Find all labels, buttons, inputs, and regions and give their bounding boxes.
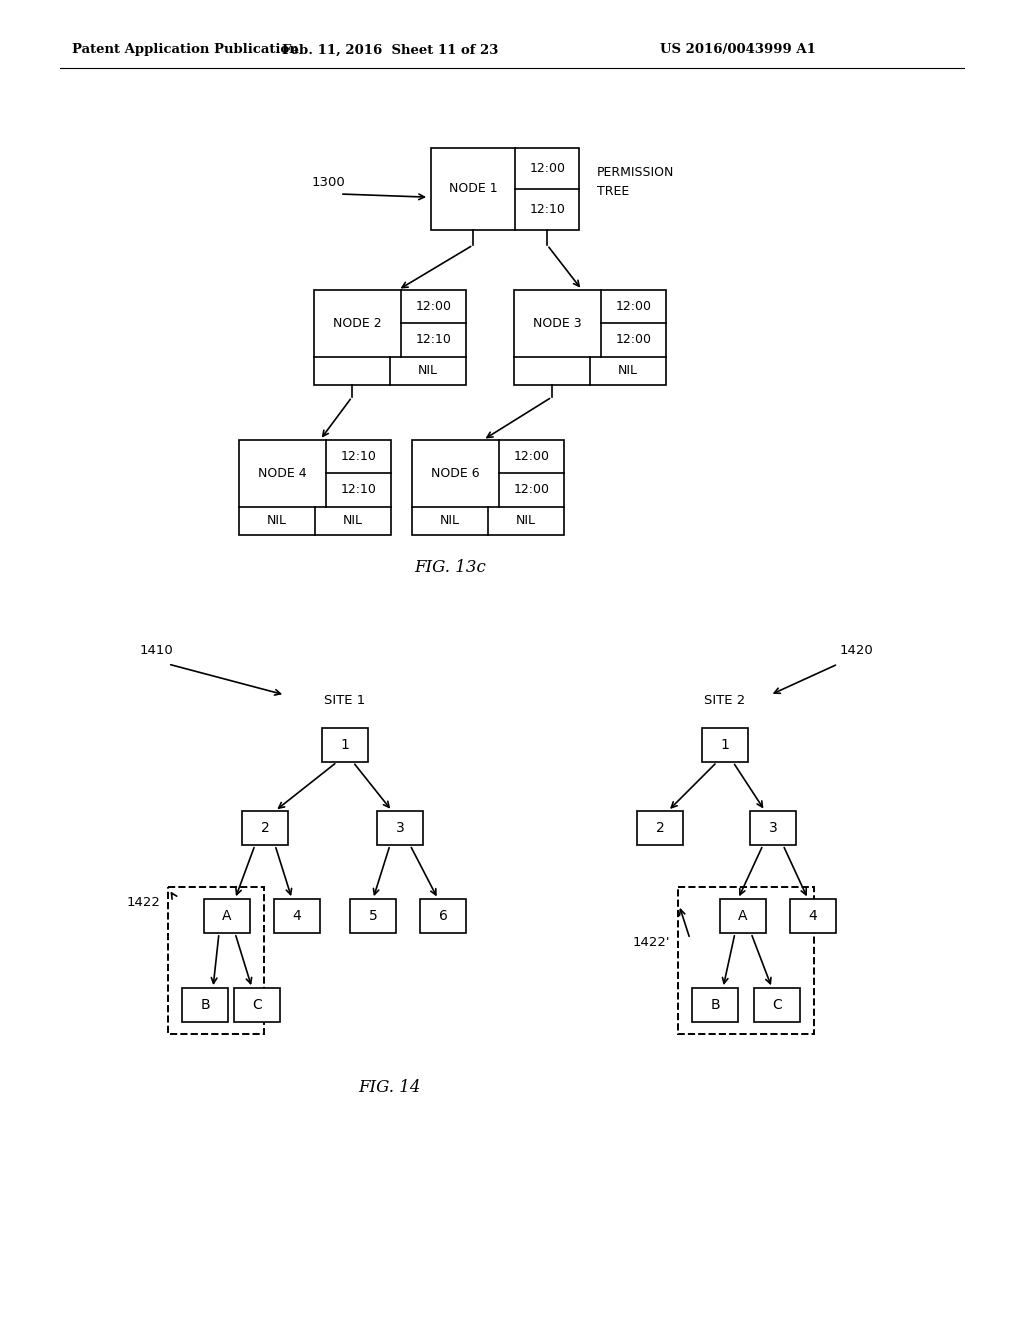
- Text: 3: 3: [395, 821, 404, 836]
- Text: A: A: [222, 909, 231, 923]
- Text: 4: 4: [809, 909, 817, 923]
- Text: 12:10: 12:10: [529, 203, 565, 216]
- Bar: [204, 899, 250, 933]
- Text: NIL: NIL: [440, 515, 460, 527]
- Bar: [790, 899, 836, 933]
- Text: 1: 1: [341, 738, 349, 752]
- Bar: [412, 440, 564, 535]
- Text: Feb. 11, 2016  Sheet 11 of 23: Feb. 11, 2016 Sheet 11 of 23: [282, 44, 499, 57]
- Text: Patent Application Publication: Patent Application Publication: [72, 44, 299, 57]
- Text: NIL: NIL: [343, 515, 362, 527]
- Bar: [692, 987, 738, 1022]
- Text: C: C: [252, 998, 262, 1012]
- Text: 12:00: 12:00: [513, 483, 549, 496]
- Bar: [234, 987, 280, 1022]
- Text: SITE 1: SITE 1: [325, 693, 366, 706]
- Text: NIL: NIL: [267, 515, 287, 527]
- Text: 1410: 1410: [140, 644, 174, 656]
- Bar: [431, 148, 579, 230]
- Text: 2: 2: [261, 821, 269, 836]
- Bar: [314, 290, 466, 385]
- Text: 2: 2: [655, 821, 665, 836]
- Text: FIG. 13c: FIG. 13c: [414, 560, 485, 577]
- Bar: [678, 887, 814, 1034]
- Text: 12:10: 12:10: [416, 334, 452, 346]
- Text: FIG. 14: FIG. 14: [358, 1078, 421, 1096]
- Text: A: A: [738, 909, 748, 923]
- Bar: [720, 899, 766, 933]
- Text: PERMISSION
TREE: PERMISSION TREE: [597, 166, 675, 198]
- Bar: [350, 899, 396, 933]
- Bar: [322, 729, 368, 762]
- Text: 12:10: 12:10: [340, 450, 376, 463]
- Text: 4: 4: [293, 909, 301, 923]
- Bar: [182, 987, 228, 1022]
- Bar: [242, 810, 288, 845]
- Text: 1422': 1422': [633, 936, 670, 949]
- Text: 5: 5: [369, 909, 378, 923]
- Bar: [637, 810, 683, 845]
- Text: NODE 2: NODE 2: [333, 317, 382, 330]
- Text: NIL: NIL: [516, 515, 536, 527]
- Bar: [750, 810, 796, 845]
- Text: 12:10: 12:10: [340, 483, 376, 496]
- Text: NODE 3: NODE 3: [534, 317, 582, 330]
- Text: SITE 2: SITE 2: [705, 693, 745, 706]
- Text: 1422: 1422: [126, 895, 160, 908]
- Text: NODE 4: NODE 4: [258, 467, 306, 479]
- Text: 12:00: 12:00: [529, 162, 565, 176]
- Text: B: B: [200, 998, 210, 1012]
- Text: 12:00: 12:00: [416, 300, 452, 313]
- Bar: [754, 987, 800, 1022]
- Text: 12:00: 12:00: [513, 450, 549, 463]
- Bar: [514, 290, 666, 385]
- Text: NODE 6: NODE 6: [431, 467, 479, 479]
- Text: NODE 1: NODE 1: [449, 182, 498, 195]
- Bar: [377, 810, 423, 845]
- Bar: [239, 440, 391, 535]
- Text: 1300: 1300: [312, 176, 346, 189]
- Bar: [168, 887, 264, 1034]
- Text: B: B: [711, 998, 720, 1012]
- Text: NIL: NIL: [418, 364, 438, 378]
- Text: NIL: NIL: [618, 364, 638, 378]
- Bar: [274, 899, 319, 933]
- Text: 12:00: 12:00: [615, 300, 651, 313]
- Text: 6: 6: [438, 909, 447, 923]
- Bar: [420, 899, 466, 933]
- Text: US 2016/0043999 A1: US 2016/0043999 A1: [660, 44, 816, 57]
- Text: C: C: [772, 998, 782, 1012]
- Text: 1420: 1420: [840, 644, 873, 656]
- Text: 3: 3: [769, 821, 777, 836]
- Text: 12:00: 12:00: [615, 334, 651, 346]
- Text: 1: 1: [721, 738, 729, 752]
- Bar: [702, 729, 748, 762]
